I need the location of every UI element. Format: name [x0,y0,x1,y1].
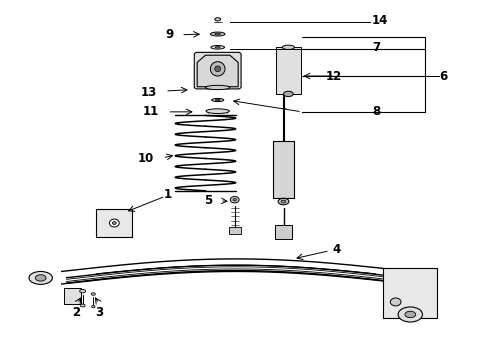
Ellipse shape [210,45,224,49]
Polygon shape [96,209,132,237]
Text: 14: 14 [370,14,387,27]
Bar [383,268,436,318]
Bar [64,288,81,304]
Ellipse shape [210,62,224,76]
Ellipse shape [35,275,46,281]
Ellipse shape [233,198,236,201]
Ellipse shape [214,18,220,21]
Text: 10: 10 [138,152,154,165]
Ellipse shape [214,66,220,72]
Ellipse shape [205,85,229,90]
Ellipse shape [389,298,400,306]
Ellipse shape [281,200,285,203]
Ellipse shape [91,306,95,308]
Text: 7: 7 [371,41,380,54]
Text: 3: 3 [95,306,103,319]
Text: 1: 1 [163,188,172,201]
Ellipse shape [215,99,220,101]
Ellipse shape [283,91,293,96]
Text: 6: 6 [439,69,447,82]
Ellipse shape [210,32,224,36]
Text: 9: 9 [165,28,173,41]
Ellipse shape [278,198,288,205]
Ellipse shape [214,33,220,35]
Text: 13: 13 [140,86,157,99]
Text: 11: 11 [142,105,159,118]
Text: 2: 2 [72,306,80,319]
Bar [228,226,240,234]
Bar [276,47,300,94]
Ellipse shape [91,293,95,295]
Ellipse shape [211,98,224,102]
FancyBboxPatch shape [194,52,241,89]
Ellipse shape [109,219,119,227]
Bar [274,225,292,239]
Ellipse shape [230,197,239,203]
Text: 5: 5 [204,194,212,207]
Text: 8: 8 [371,105,380,118]
Ellipse shape [205,109,229,113]
Text: 12: 12 [325,69,341,82]
Ellipse shape [112,222,116,225]
Ellipse shape [404,311,415,318]
Text: 4: 4 [331,243,340,256]
Ellipse shape [80,304,85,307]
Ellipse shape [397,307,422,322]
Bar [272,140,294,198]
Ellipse shape [282,45,294,49]
Polygon shape [197,55,238,87]
Ellipse shape [215,46,220,48]
Ellipse shape [29,271,52,284]
Ellipse shape [80,289,85,293]
